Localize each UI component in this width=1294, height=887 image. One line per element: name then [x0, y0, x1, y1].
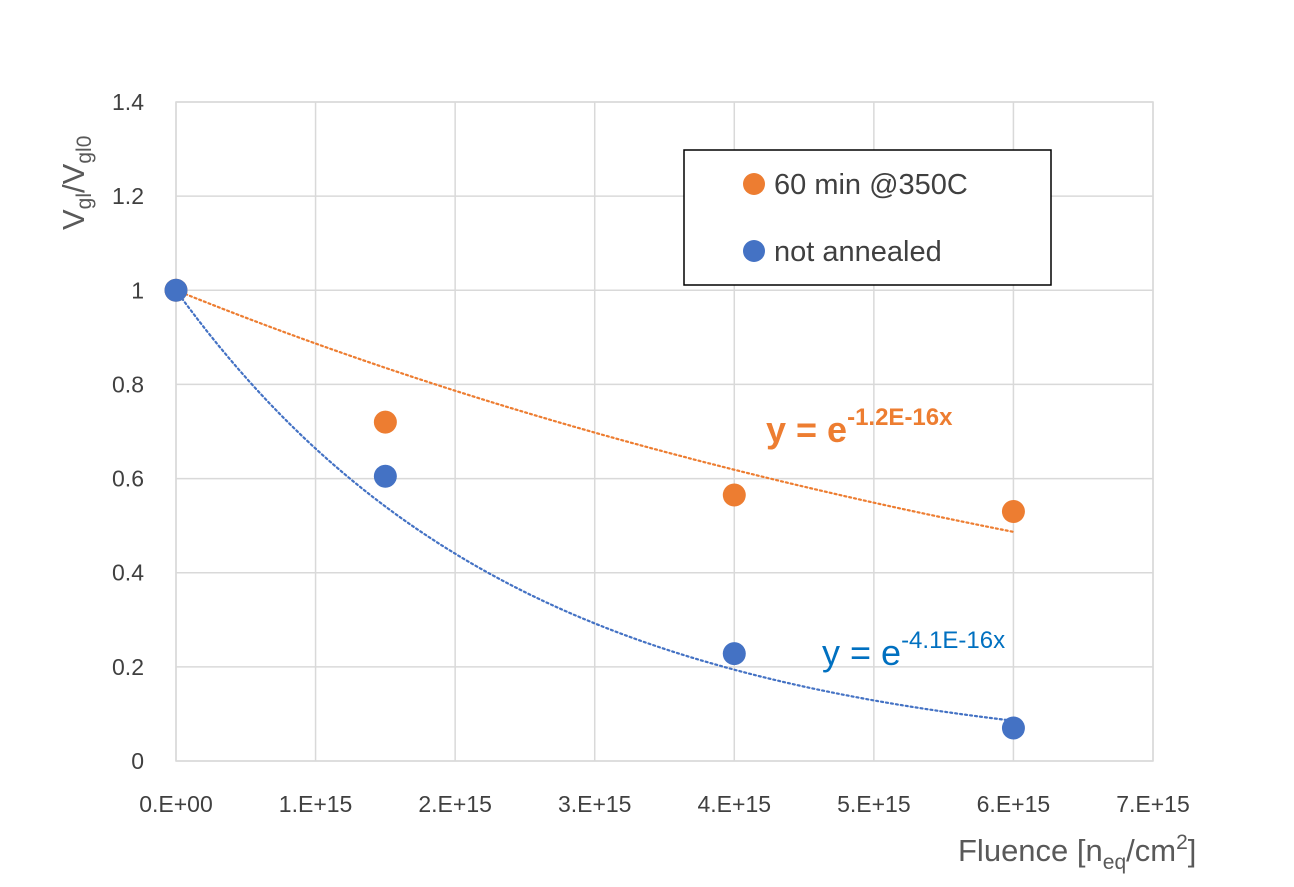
data-point-annealed — [1001, 500, 1025, 524]
data-point-annealed — [722, 483, 746, 507]
equation-not-annealed: y = e-4.1E-16x — [822, 627, 1005, 673]
x-tick-label: 4.E+15 — [698, 791, 772, 817]
x-tick-label: 3.E+15 — [558, 791, 632, 817]
legend-box — [683, 149, 1052, 286]
data-point-annealed — [373, 410, 397, 434]
y-axis-ticks: 0 0.2 0.4 0.6 0.8 1 1.2 1.4 — [112, 89, 144, 774]
x-axis-title: Fluence [neq/cm2] — [958, 831, 1196, 874]
x-tick-label: 6.E+15 — [977, 791, 1051, 817]
y-tick-label: 1.4 — [112, 89, 144, 115]
y-tick-label: 0.4 — [112, 560, 144, 586]
legend-label-annealed: 60 min @350C — [774, 169, 968, 201]
y-tick-label: 0.2 — [112, 654, 144, 680]
y-tick-label: 1 — [131, 277, 144, 303]
y-tick-label: 0.8 — [112, 371, 144, 397]
x-tick-label: 5.E+15 — [837, 791, 911, 817]
equation-annealed-exponent: -1.2E-16x — [847, 404, 953, 431]
data-point-not-annealed — [373, 464, 397, 488]
data-point-not-annealed — [164, 278, 188, 302]
data-point-not-annealed — [722, 642, 746, 666]
legend-label-not-annealed: not annealed — [774, 236, 942, 268]
y-axis-title: Vgl/Vgl0 — [56, 136, 96, 230]
equation-annealed: y = e-1.2E-16x — [766, 404, 953, 450]
y-tick-label: 1.2 — [112, 183, 144, 209]
x-tick-label: 2.E+15 — [418, 791, 492, 817]
data-points — [164, 278, 1025, 740]
legend: 60 min @350C not annealed — [683, 149, 1052, 286]
y-tick-label: 0 — [131, 748, 144, 774]
trendline-not-annealed — [174, 289, 1015, 722]
plot-area-border — [175, 101, 1154, 762]
trendlines — [174, 289, 1015, 722]
x-tick-label: 7.E+15 — [1116, 791, 1190, 817]
legend-marker-annealed — [743, 173, 765, 195]
y-tick-label: 0.6 — [112, 466, 144, 492]
legend-marker-not-annealed — [743, 240, 765, 262]
x-tick-label: 0.E+00 — [139, 791, 213, 817]
equation-not-annealed-exponent: -4.1E-16x — [901, 627, 1005, 654]
data-point-not-annealed — [1001, 716, 1025, 740]
x-tick-label: 1.E+15 — [279, 791, 353, 817]
x-axis-ticks: 0.E+00 1.E+15 2.E+15 3.E+15 4.E+15 5.E+15 6.E+… — [139, 791, 1190, 817]
trendline-annealed — [174, 289, 1015, 533]
